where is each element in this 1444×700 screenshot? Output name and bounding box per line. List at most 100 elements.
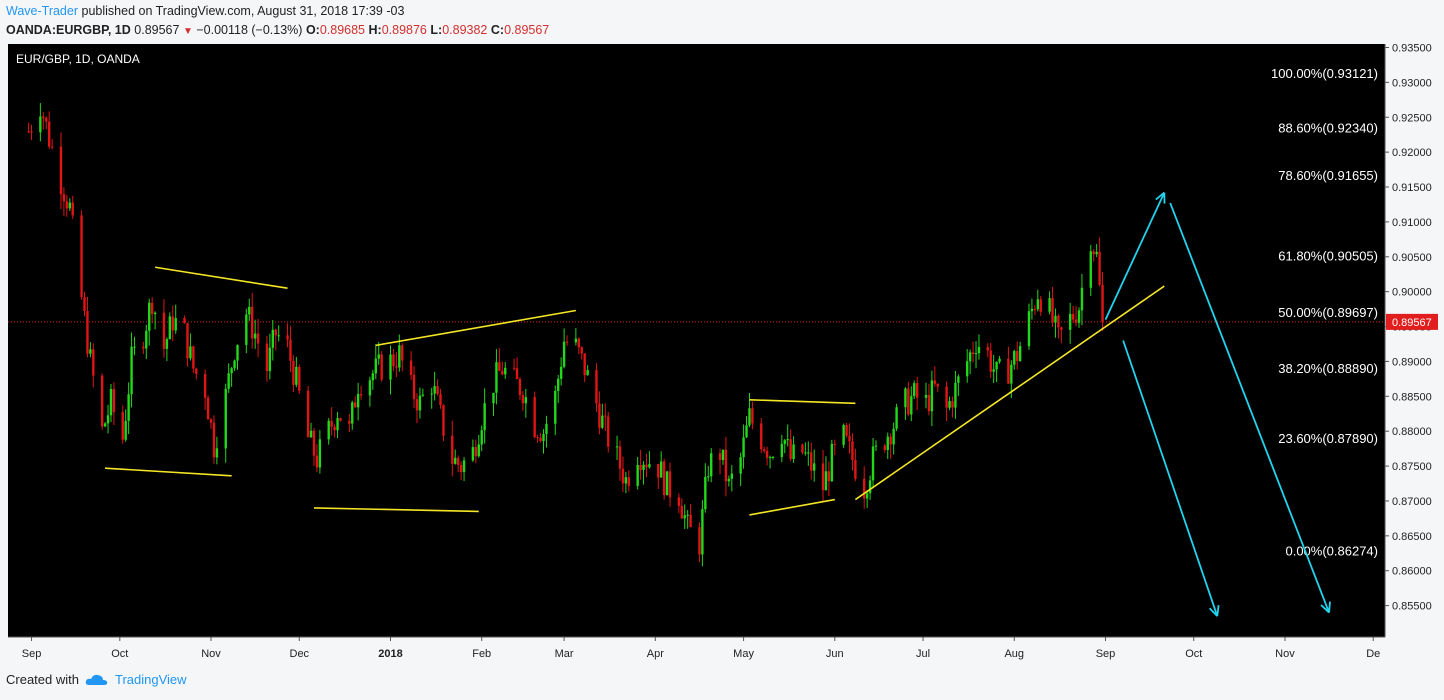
- candle-body: [495, 362, 498, 393]
- candle-body: [907, 388, 910, 415]
- candle-body: [1089, 251, 1092, 288]
- candle-body: [783, 440, 786, 444]
- ohlc-legend: OANDA:EURGBP, 1D 0.89567 ▼ −0.00118 (−0.…: [6, 21, 549, 41]
- candle-body: [268, 347, 272, 372]
- candle-body: [492, 392, 495, 404]
- author-link[interactable]: Wave-Trader: [6, 4, 79, 18]
- candle-body: [892, 428, 895, 445]
- candle-body: [27, 131, 30, 133]
- candle-body: [112, 388, 116, 413]
- candle-body: [677, 497, 681, 506]
- candle-body: [518, 378, 522, 396]
- candle-body: [562, 341, 566, 367]
- created-with-text: Created with: [6, 672, 79, 687]
- candle-body: [574, 338, 578, 343]
- candle-body: [39, 116, 42, 133]
- candle-body: [924, 395, 928, 398]
- candle-body: [742, 437, 745, 458]
- candle-body: [359, 394, 363, 396]
- candle-body: [454, 457, 457, 464]
- fib-level-label: 88.60%(0.92340): [1278, 120, 1378, 135]
- candle-body: [171, 316, 174, 331]
- candle-body: [395, 366, 398, 368]
- candle-body: [539, 437, 542, 442]
- candle-body: [739, 457, 742, 474]
- candle-body: [418, 395, 422, 411]
- candle-body: [421, 394, 425, 396]
- candle-body: [333, 426, 336, 431]
- candle-body: [748, 408, 751, 426]
- candle-body: [459, 464, 463, 473]
- candle-body: [1057, 315, 1060, 328]
- candle-body: [236, 344, 239, 361]
- candle-body: [477, 444, 480, 457]
- time-tick-label: Dec: [290, 648, 310, 660]
- candle-body: [868, 480, 872, 494]
- candle-body: [103, 423, 107, 427]
- candle-body: [951, 401, 954, 408]
- candle-body: [792, 444, 795, 460]
- candle-body: [442, 405, 445, 436]
- candle-body: [206, 397, 210, 420]
- candle-body: [1101, 284, 1104, 322]
- candle-body: [356, 394, 360, 408]
- time-tick-label: Apr: [647, 648, 664, 660]
- projection-arrow: [1169, 202, 1330, 613]
- candle-body: [583, 353, 586, 376]
- candle-body: [168, 316, 172, 340]
- trendline: [154, 266, 288, 289]
- open-label: O:: [305, 23, 320, 37]
- candle-body: [554, 390, 557, 424]
- plot-area[interactable]: [8, 44, 1385, 637]
- candle-body: [945, 386, 948, 408]
- candle-body: [86, 311, 89, 354]
- high-label: H:: [368, 23, 382, 37]
- trendline: [749, 498, 835, 516]
- candle-body: [618, 446, 622, 469]
- candle-body: [883, 445, 887, 450]
- candle-body: [121, 412, 124, 440]
- candle-body: [353, 402, 357, 408]
- candle-body: [762, 449, 766, 451]
- candle-body: [968, 352, 972, 362]
- candle-body: [1030, 308, 1034, 312]
- candle-body: [1098, 251, 1101, 285]
- candle-body: [42, 116, 45, 118]
- candle-body: [148, 302, 151, 331]
- candle-body: [601, 415, 604, 428]
- candle-body: [642, 464, 645, 471]
- candle-body: [1048, 298, 1051, 312]
- candle-body: [50, 146, 54, 148]
- price-change: −0.00118 (−0.13%): [196, 23, 303, 37]
- candle-body: [227, 373, 230, 389]
- candle-body: [698, 527, 701, 555]
- candle-body: [1039, 299, 1042, 312]
- candle-body: [415, 399, 419, 411]
- candle-body: [771, 457, 775, 459]
- candle-body: [865, 493, 869, 499]
- candle-body: [704, 476, 707, 510]
- candle-body: [401, 345, 404, 361]
- high-value: 0.89876: [381, 23, 427, 37]
- price-tick-label: 0.91000: [1392, 217, 1432, 229]
- fib-levels: 100.00%(0.93121) 88.60%(0.92340) 78.60%(0.…: [8, 66, 1385, 559]
- candle-body: [1074, 319, 1078, 323]
- tradingview-brand[interactable]: TradingView: [114, 672, 187, 687]
- candle-body: [192, 346, 195, 369]
- candle-body: [1095, 251, 1098, 255]
- candle-body: [557, 378, 560, 391]
- candle-body: [977, 347, 981, 354]
- trendlines: [105, 191, 1331, 617]
- candle-body: [374, 358, 377, 374]
- candle-body: [106, 415, 110, 424]
- candle-body: [504, 367, 507, 375]
- candle-body: [1018, 346, 1022, 362]
- time-tick-label: Jun: [826, 648, 844, 660]
- time-tick-label: 2018: [378, 648, 402, 660]
- candle-body: [910, 396, 913, 415]
- time-tick-label: May: [733, 648, 754, 660]
- candle-body: [248, 306, 251, 315]
- candle-body: [730, 473, 734, 479]
- candle-body: [368, 380, 372, 396]
